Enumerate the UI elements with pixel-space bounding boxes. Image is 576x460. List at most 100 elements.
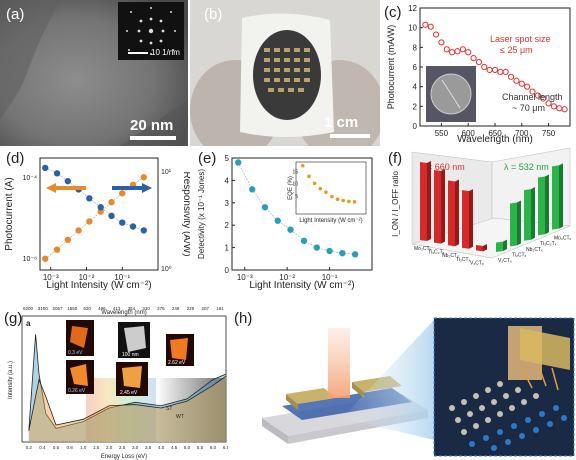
c-ylabel: Photocurrent (mA/W) [386, 25, 396, 110]
y-tick-label: 12 [408, 4, 417, 13]
data-point [486, 66, 493, 74]
svg-text:0.3 eV: 0.3 eV [68, 350, 83, 356]
inset-data-point [324, 190, 328, 194]
data-point [339, 250, 346, 257]
y-tick-label: 1 [225, 244, 230, 253]
y2-tick-label: 10⁰ [161, 265, 172, 273]
scale-bar-text: 20 nm [130, 117, 173, 134]
x2-tick-label: 6200 [23, 306, 34, 311]
panel-e: (e) 5 10 15 Light Intensity (W cm⁻²) EQE (… [192, 148, 382, 296]
bar-side [559, 163, 563, 229]
x-tick-label: 0.4 [39, 445, 46, 450]
chart-d: 10⁻³ 10⁻² 10⁻¹ 10⁻⁶ 10⁻⁴ 10⁰ 10¹ Light Inten… [4, 157, 190, 291]
g-xlabel: Energy Loss (eV) [101, 454, 147, 460]
d-y2label: Responsivity (A/W) [181, 171, 190, 256]
svg-text:0.26 eV: 0.26 eV [68, 388, 86, 394]
y-tick-label: 10 [408, 24, 417, 33]
panel-label-c: (c) [384, 4, 402, 21]
tem-image: 10 1/nm 20 nm [0, 0, 188, 146]
series-area [28, 376, 226, 442]
x-tick-label: 4.5 [171, 445, 178, 450]
y-tick-label: 3 [225, 199, 230, 208]
panel-a: 10 1/nm 20 nm (a) [0, 0, 188, 146]
x-tick-label: 2.5 [119, 445, 126, 450]
inset-data-point [341, 198, 346, 203]
inset-data-point [330, 194, 334, 199]
data-point [129, 223, 137, 230]
panel-label-h: (h) [234, 310, 253, 327]
data-point [529, 88, 536, 95]
panel-g: (g) 0.2 0.4 0.6 0.8 1.0 1.5 2.0 2.5 3.0 3.5 4.0 4.5… [0, 298, 228, 460]
x2-tick-label: 354 [128, 306, 136, 311]
data-point [326, 247, 333, 255]
y2-tick-label: 10¹ [161, 169, 172, 176]
x-tick-label: 10⁻² [79, 273, 95, 282]
bar [510, 202, 517, 247]
panel-c: (c) 550 600 650 700 750 0 2 4 6 8 10 12 Laser spot… [382, 0, 576, 146]
data-point [97, 208, 104, 215]
wt-curve-label: WT [176, 414, 184, 420]
bar-side [483, 243, 487, 252]
panel-h: (h) [232, 298, 576, 460]
d-ylabel: Photocurrent (A) [4, 177, 15, 250]
x2-tick-label: 496 [98, 306, 106, 311]
data-point [97, 204, 104, 211]
c-xlabel: Wavelength (nm) [457, 134, 533, 145]
data-point [261, 204, 269, 211]
bar [476, 244, 483, 252]
data-point [470, 55, 477, 62]
data-point [108, 199, 115, 206]
x-tick-label: 600 [462, 129, 476, 138]
data-point [119, 190, 126, 197]
series-line [45, 167, 144, 231]
data-point [545, 100, 552, 107]
x-tick-label: 10⁻³ [43, 273, 59, 282]
y-tick-label: 2 [413, 102, 418, 111]
category-label: Ti₃C₂Tₓ [540, 241, 557, 247]
data-point [64, 236, 72, 244]
svg-text:2.62 eV: 2.62 eV [168, 360, 186, 366]
data-point [42, 164, 49, 172]
data-point [497, 68, 504, 76]
x2-tick-label: 248 [172, 306, 180, 311]
eels-map-4: 2.62 eV [166, 334, 194, 366]
panel-label-d: (d) [6, 150, 25, 167]
eqe-inset [295, 161, 367, 215]
chart-c: 550 600 650 700 750 0 2 4 6 8 10 12 Laser spot siz… [386, 4, 571, 145]
data-point [454, 48, 461, 55]
bar-side [503, 239, 507, 251]
x2-tick-label: 225 [187, 306, 195, 311]
data-point [438, 39, 445, 46]
tem-inset: 100 nm [118, 322, 150, 358]
y-tick-label: 4 [225, 176, 230, 185]
bar [552, 165, 559, 230]
bar [538, 176, 545, 236]
bar [434, 170, 441, 244]
x-tick-label: 10⁻¹ [322, 273, 338, 282]
panel-b: 1 cm (b) [190, 0, 380, 146]
data-point [432, 31, 440, 38]
data-point [449, 49, 456, 56]
y-tick-label: 8 [413, 43, 418, 52]
inset-data-point [307, 174, 311, 179]
x-tick-label: 6.5 [223, 445, 228, 450]
schematic-illustration [262, 317, 575, 457]
x-tick-label: 3.0 [132, 445, 139, 450]
bar [420, 162, 427, 241]
data-point [491, 66, 499, 74]
bar-side [545, 174, 549, 235]
e-ylabel: Detectivity (x 10⁻¹ Jones) [197, 169, 206, 259]
y-tick-label: 10⁻⁴ [23, 175, 38, 182]
x-tick-label: 0.8 [66, 445, 73, 450]
x-tick-label: 10⁻³ [237, 273, 253, 282]
y-tick-label: 6 [413, 63, 418, 72]
bar [496, 241, 503, 252]
x-tick-label: 1.5 [93, 445, 100, 450]
x-tick-label: 10⁻¹ [114, 273, 130, 282]
category-label: V₂CTₓ [470, 260, 484, 266]
device-photo: 1 cm [190, 0, 380, 146]
series-line [237, 162, 356, 255]
x2-tick-label: 191 [216, 306, 224, 311]
data-point [86, 195, 93, 202]
bar-side [455, 179, 459, 247]
